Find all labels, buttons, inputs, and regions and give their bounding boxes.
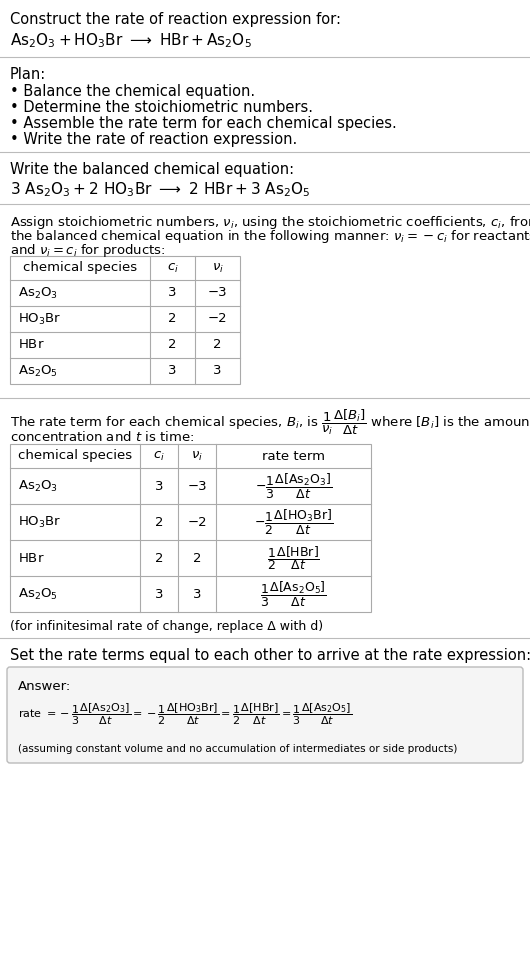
Text: 2: 2: [193, 551, 201, 564]
FancyBboxPatch shape: [7, 667, 523, 763]
Text: • Balance the chemical equation.: • Balance the chemical equation.: [10, 84, 255, 99]
Text: Construct the rate of reaction expression for:: Construct the rate of reaction expressio…: [10, 12, 341, 27]
Text: 3: 3: [155, 479, 163, 493]
Text: (for infinitesimal rate of change, replace Δ with d): (for infinitesimal rate of change, repla…: [10, 620, 323, 633]
Text: • Write the rate of reaction expression.: • Write the rate of reaction expression.: [10, 132, 297, 147]
Text: Assign stoichiometric numbers, $\nu_i$, using the stoichiometric coefficients, $: Assign stoichiometric numbers, $\nu_i$, …: [10, 214, 530, 231]
Text: $\mathrm{As_2O_3}$: $\mathrm{As_2O_3}$: [18, 285, 58, 301]
Text: and $\nu_i = c_i$ for products:: and $\nu_i = c_i$ for products:: [10, 242, 165, 259]
Text: rate $= -\dfrac{1}{3}\dfrac{\Delta[\mathrm{As_2O_3}]}{\Delta t}= -\dfrac{1}{2}\d: rate $= -\dfrac{1}{3}\dfrac{\Delta[\math…: [18, 702, 352, 727]
Text: rate term: rate term: [262, 450, 325, 463]
Text: chemical species: chemical species: [18, 450, 132, 463]
Text: chemical species: chemical species: [23, 262, 137, 274]
Text: 2: 2: [168, 312, 176, 326]
Text: Answer:: Answer:: [18, 680, 71, 693]
Text: $\mathrm{As_2O_5}$: $\mathrm{As_2O_5}$: [18, 363, 58, 379]
Text: 2: 2: [155, 551, 163, 564]
Text: $\mathrm{HO_3Br}$: $\mathrm{HO_3Br}$: [18, 514, 61, 530]
Text: $\mathrm{As_2O_3}$: $\mathrm{As_2O_3}$: [18, 478, 58, 494]
Text: 2: 2: [213, 339, 222, 351]
Text: $\nu_i$: $\nu_i$: [191, 450, 203, 463]
Text: • Assemble the rate term for each chemical species.: • Assemble the rate term for each chemic…: [10, 116, 397, 131]
Bar: [10, 256, 240, 384]
Text: −2: −2: [187, 515, 207, 528]
Text: $\nu_i$: $\nu_i$: [211, 262, 224, 274]
Text: $c_i$: $c_i$: [153, 450, 165, 463]
Bar: [10, 444, 371, 612]
Text: $c_i$: $c_i$: [166, 262, 179, 274]
Text: 3: 3: [168, 287, 176, 300]
Text: (assuming constant volume and no accumulation of intermediates or side products): (assuming constant volume and no accumul…: [18, 744, 457, 754]
Text: Set the rate terms equal to each other to arrive at the rate expression:: Set the rate terms equal to each other t…: [10, 648, 530, 663]
Text: 3: 3: [193, 588, 201, 600]
Text: Plan:: Plan:: [10, 67, 46, 82]
Text: Write the balanced chemical equation:: Write the balanced chemical equation:: [10, 162, 294, 177]
Text: −2: −2: [208, 312, 227, 326]
Text: 3: 3: [168, 364, 176, 378]
Text: $-\dfrac{1}{2}\dfrac{\Delta[\mathrm{HO_3Br}]}{\Delta t}$: $-\dfrac{1}{2}\dfrac{\Delta[\mathrm{HO_3…: [254, 508, 333, 537]
Text: 2: 2: [155, 515, 163, 528]
Text: $\mathrm{HBr}$: $\mathrm{HBr}$: [18, 551, 45, 564]
Text: The rate term for each chemical species, $B_i$, is $\dfrac{1}{\nu_i}\dfrac{\Delt: The rate term for each chemical species,…: [10, 408, 530, 437]
Text: concentration and $t$ is time:: concentration and $t$ is time:: [10, 430, 194, 444]
Text: • Determine the stoichiometric numbers.: • Determine the stoichiometric numbers.: [10, 100, 313, 115]
Text: $\mathrm{As_2O_5}$: $\mathrm{As_2O_5}$: [18, 587, 58, 601]
Text: −3: −3: [187, 479, 207, 493]
Text: $-\dfrac{1}{3}\dfrac{\Delta[\mathrm{As_2O_3}]}{\Delta t}$: $-\dfrac{1}{3}\dfrac{\Delta[\mathrm{As_2…: [255, 471, 332, 501]
Text: 3: 3: [213, 364, 222, 378]
Text: $\mathrm{HBr}$: $\mathrm{HBr}$: [18, 339, 45, 351]
Text: $\mathrm{HO_3Br}$: $\mathrm{HO_3Br}$: [18, 311, 61, 327]
Text: 3: 3: [155, 588, 163, 600]
Text: $\mathrm{As_2O_3 + HO_3Br}\ \longrightarrow\ \mathrm{HBr + As_2O_5}$: $\mathrm{As_2O_3 + HO_3Br}\ \longrightar…: [10, 31, 252, 50]
Text: 2: 2: [168, 339, 176, 351]
Text: the balanced chemical equation in the following manner: $\nu_i = -c_i$ for react: the balanced chemical equation in the fo…: [10, 228, 530, 245]
Text: −3: −3: [208, 287, 227, 300]
Text: $\dfrac{1}{3}\dfrac{\Delta[\mathrm{As_2O_5}]}{\Delta t}$: $\dfrac{1}{3}\dfrac{\Delta[\mathrm{As_2O…: [260, 580, 327, 608]
Text: $3\ \mathrm{As_2O_3} + 2\ \mathrm{HO_3Br}\ \longrightarrow\ 2\ \mathrm{HBr} + 3\: $3\ \mathrm{As_2O_3} + 2\ \mathrm{HO_3Br…: [10, 180, 311, 199]
Text: $\dfrac{1}{2}\dfrac{\Delta[\mathrm{HBr}]}{\Delta t}$: $\dfrac{1}{2}\dfrac{\Delta[\mathrm{HBr}]…: [267, 544, 320, 572]
